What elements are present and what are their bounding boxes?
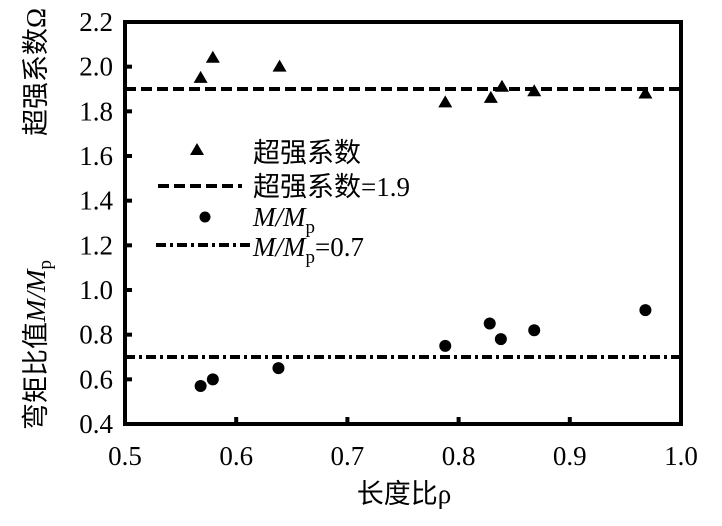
x-tick-label: 0.7 [331,441,365,471]
circle-point [494,333,507,346]
plot-frame [123,20,683,426]
legend-4-sub: p [305,247,315,268]
legend-label-1: 超强系数 [253,138,361,168]
legend-label-3: M/Mp [252,202,315,238]
x-tick-label: 0.8 [442,441,476,471]
marks [125,50,681,393]
y-tick-label: 2.0 [79,52,113,82]
triangle-point [494,79,509,92]
circle-point [206,373,219,386]
x-tick-label: 1.0 [664,441,698,471]
y-tick-label: 0.4 [79,409,113,439]
legend-triangle-icon [190,143,204,155]
y-tick-label: 2.2 [79,7,113,37]
legend-circle-icon [199,211,211,223]
circle-point [194,380,207,393]
triangle-point [272,59,287,72]
circle-point [272,362,285,375]
legend: 超强系数 超强系数=1.9 M/Mp M/Mp=0.7 [156,138,410,268]
y-tick-label: 1.8 [79,96,113,126]
legend-3-M: M/M [252,202,307,232]
y-label-prefix: 弯矩比值 [21,322,51,430]
y-tick-label: 1.6 [79,141,113,171]
y-tick-label: 1.4 [79,186,113,216]
y-tick-label: 1.2 [79,230,113,260]
triangle-point [527,84,542,97]
legend-4-suffix: =0.7 [315,232,364,262]
triangle-point [205,50,220,63]
y-axis-label-top: 超强系数Ω [21,8,51,136]
y-tick-label: 1.0 [79,275,113,305]
triangle-point [438,95,453,108]
y-axis-label-bottom: 弯矩比值M/Mp [21,260,56,430]
triangle-point [638,86,653,99]
legend-4-M: M/M [252,232,307,262]
x-axis-label: 长度比ρ [357,479,451,509]
circle-point [439,339,452,352]
circle-point [528,324,541,337]
circle-point [483,317,496,330]
y-tick-label: 0.8 [79,320,113,350]
x-tick-label: 0.5 [108,441,142,471]
y-tick-label: 0.6 [79,364,113,394]
triangle-point [483,90,498,103]
legend-3-sub: p [305,217,315,238]
ticks: 0.5 0.6 0.7 0.8 0.9 1.0 0.4 0.6 0.8 1.0 1.2 1.4 1.6 1… [79,7,698,471]
x-tick-label: 0.9 [553,441,587,471]
x-tick-label: 0.6 [219,441,253,471]
y-label-M: M/M [21,268,51,323]
legend-label-4: M/Mp=0.7 [252,232,364,268]
circle-point [639,304,652,317]
triangle-point [193,70,208,83]
y-label-sub: p [35,260,56,270]
legend-label-2: 超强系数=1.9 [253,172,410,202]
